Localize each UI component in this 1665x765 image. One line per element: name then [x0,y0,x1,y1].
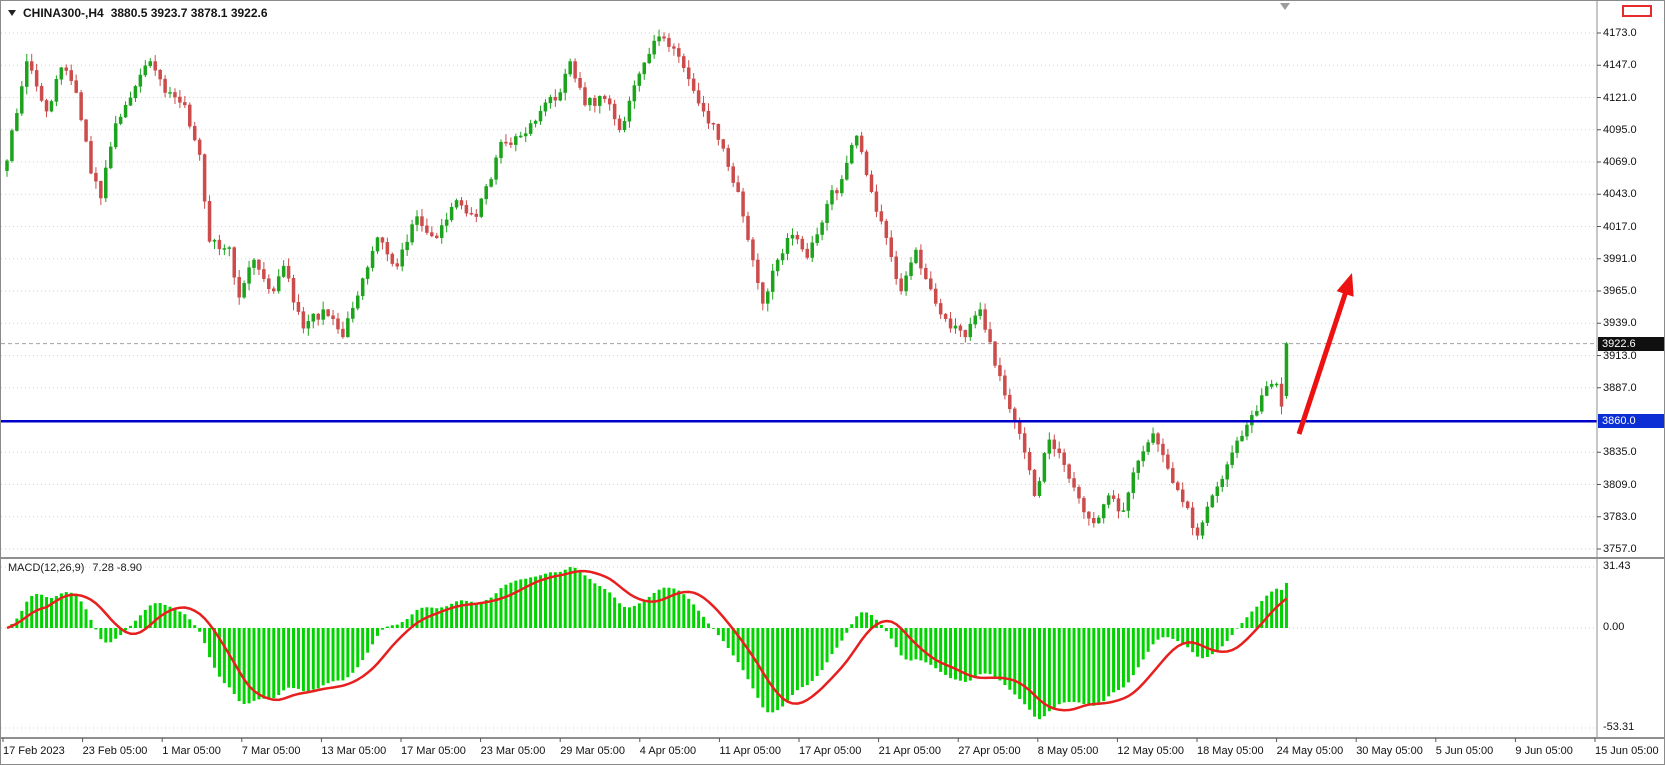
time-tick-label: 11 Apr 05:00 [719,745,781,757]
time-tick-label: 12 May 05:00 [1117,745,1185,757]
time-tick-label: 30 May 05:00 [1356,745,1423,757]
price-tick-label: 4043.0 [1603,188,1637,200]
time-axis[interactable]: 17 Feb 2023 23 Feb 05:00 1 Mar 05:00 7 Mar … [1,739,1664,764]
price-tick-label: 3809.0 [1603,479,1637,491]
price-tick-label: 3939.0 [1603,317,1637,329]
time-tick-label: 23 Mar 05:00 [480,745,546,757]
time-tick-label: 23 Feb 05:00 [82,745,148,757]
time-tick-label: 29 Mar 05:00 [560,745,626,757]
time-tick-label: 8 May 05:00 [1037,745,1099,757]
macd-label-row: MACD(12,26,9) 7.28 -8.90 [8,562,142,574]
time-tick-label: 13 Mar 05:00 [321,745,387,757]
price-tick-label: 3835.0 [1603,446,1637,458]
time-tick-label: 4 Apr 05:00 [639,745,697,757]
price-tick-label: 3991.0 [1603,253,1637,265]
price-tick-label: 4147.0 [1603,59,1637,71]
macd-tick-label: 0.00 [1603,621,1625,633]
price-tick-label: 4095.0 [1603,124,1637,136]
chart-header: CHINA300-,H4 3880.5 3923.7 3878.1 3922.6 [8,6,268,20]
chart-shift-marker[interactable] [1280,3,1290,10]
time-tick-label: 27 Apr 05:00 [958,745,1021,757]
macd-tick-label: -53.31 [1603,721,1635,733]
candlestick-series [5,29,1289,540]
time-tick-label: 21 Apr 05:00 [878,745,941,757]
axis-corner-marker [1622,5,1652,17]
trend-arrow-annotation[interactable] [1296,273,1354,435]
price-axis[interactable]: 4173.0 4147.0 4121.0 4095.0 4069.0 4043.0 4017… [1598,1,1664,738]
ohlc-readout: 3880.5 3923.7 3878.1 3922.6 [110,6,268,20]
grid-lines [1,32,1597,729]
time-tick-label: 15 Jun 05:00 [1595,745,1659,757]
macd-histogram [10,567,1288,720]
price-tick-label: 3783.0 [1603,511,1637,523]
time-tick-label: 24 May 05:00 [1276,745,1344,757]
time-tick-label: 17 Apr 05:00 [799,745,862,757]
price-tick-label: 3965.0 [1603,285,1637,297]
macd-tick-label: 31.43 [1603,560,1631,572]
axis-ticks [2,32,1601,742]
time-tick-label: 9 Jun 05:00 [1515,745,1573,757]
time-tick-label: 18 May 05:00 [1197,745,1264,757]
time-tick-label: 1 Mar 05:00 [162,745,221,757]
macd-signal-line [6,569,1288,712]
price-tick-label: 4017.0 [1603,221,1637,233]
time-tick-label: 17 Feb 2023 [3,745,65,757]
price-tick-label: 4121.0 [1603,92,1637,104]
price-tick-label: 4173.0 [1603,27,1637,39]
time-tick-label: 17 Mar 05:00 [401,745,466,757]
time-tick-label: 5 Jun 05:00 [1435,745,1494,757]
price-tick-label: 3757.0 [1603,543,1637,555]
hline-price-tag: 3860.0 [1598,414,1664,429]
current-price-tag: 3922.6 [1598,336,1664,351]
price-tick-label: 4069.0 [1603,156,1637,168]
time-tick-label: 7 Mar 05:00 [241,745,301,757]
macd-indicator-values: 7.28 -8.90 [92,562,142,574]
macd-indicator-label: MACD(12,26,9) [8,562,85,574]
price-tick-label: 3913.0 [1603,350,1637,362]
symbol-title: CHINA300-,H4 [23,6,104,20]
symbol-dropdown-icon[interactable] [8,10,16,16]
price-tick-label: 3887.0 [1603,382,1637,394]
